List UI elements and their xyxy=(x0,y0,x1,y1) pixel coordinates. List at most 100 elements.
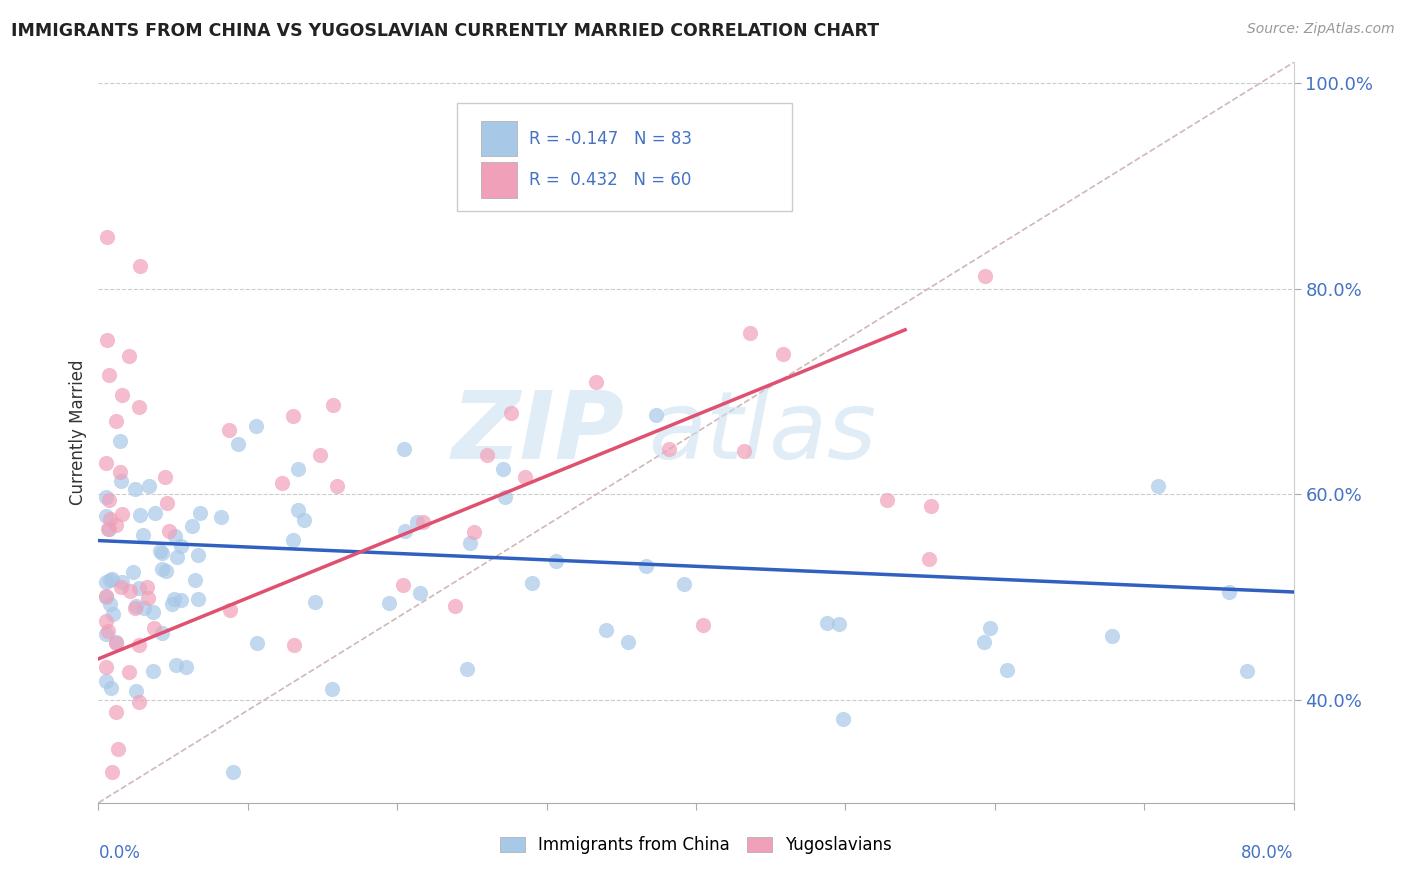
Point xyxy=(183,573,205,587)
Point xyxy=(918,551,941,566)
Point xyxy=(832,712,855,726)
Point xyxy=(94,457,117,471)
Point xyxy=(657,442,679,456)
Text: R =  0.432   N = 60: R = 0.432 N = 60 xyxy=(529,171,690,189)
Point xyxy=(98,522,121,536)
Point xyxy=(105,635,128,649)
Point xyxy=(394,524,416,538)
Point xyxy=(94,673,117,688)
Point xyxy=(170,592,193,607)
Point xyxy=(101,573,124,587)
FancyBboxPatch shape xyxy=(481,121,517,156)
Point xyxy=(132,528,155,542)
Point xyxy=(501,406,523,420)
Point xyxy=(94,574,117,589)
Point xyxy=(150,545,173,559)
Point xyxy=(143,506,166,520)
Point xyxy=(150,562,173,576)
Point xyxy=(634,559,657,574)
Point xyxy=(155,564,177,578)
Point xyxy=(118,583,141,598)
Point xyxy=(271,476,294,491)
Point xyxy=(128,638,150,652)
Point xyxy=(142,621,165,635)
Text: 0.0%: 0.0% xyxy=(98,844,141,862)
Point xyxy=(117,349,139,363)
Point xyxy=(105,635,128,649)
Point xyxy=(733,444,755,458)
Point xyxy=(309,448,332,462)
Point xyxy=(98,573,121,587)
Point xyxy=(157,524,180,538)
Point xyxy=(105,706,128,720)
Point xyxy=(245,418,267,433)
Point xyxy=(94,614,117,628)
Text: ZIP: ZIP xyxy=(451,386,624,479)
Y-axis label: Currently Married: Currently Married xyxy=(69,359,87,506)
Point xyxy=(979,621,1001,635)
Point xyxy=(292,513,315,527)
Point xyxy=(304,595,326,609)
Point xyxy=(136,591,159,605)
Point xyxy=(595,624,617,638)
Point xyxy=(283,638,305,652)
Point xyxy=(458,536,481,550)
Point xyxy=(544,554,567,568)
Point xyxy=(321,682,343,697)
Point xyxy=(409,586,432,600)
Point xyxy=(1218,584,1240,599)
Point xyxy=(108,466,131,480)
Point xyxy=(219,602,242,616)
Point xyxy=(94,627,117,641)
Point xyxy=(494,490,516,504)
Point xyxy=(153,470,176,484)
Point xyxy=(141,665,163,679)
Point xyxy=(672,577,695,591)
Point xyxy=(475,449,498,463)
Point xyxy=(138,479,160,493)
Point xyxy=(135,580,157,594)
Point xyxy=(156,496,179,510)
Point xyxy=(406,515,429,529)
Legend: Immigrants from China, Yugoslavians: Immigrants from China, Yugoslavians xyxy=(494,830,898,861)
Point xyxy=(520,575,543,590)
Point xyxy=(491,462,513,476)
Point xyxy=(995,664,1018,678)
Point xyxy=(122,565,145,579)
Point xyxy=(815,615,838,630)
Point xyxy=(94,591,117,605)
Point xyxy=(124,482,146,496)
Point xyxy=(97,624,120,638)
Point xyxy=(110,580,132,594)
Point xyxy=(828,617,851,632)
FancyBboxPatch shape xyxy=(481,162,517,198)
Point xyxy=(326,479,349,493)
Point xyxy=(98,368,121,382)
Point xyxy=(226,437,249,451)
Point xyxy=(165,658,187,673)
Point xyxy=(391,578,413,592)
Point xyxy=(322,398,344,412)
Point xyxy=(118,665,141,679)
Point xyxy=(162,597,184,611)
Point xyxy=(1147,479,1170,493)
Point xyxy=(973,635,995,649)
Point xyxy=(187,548,209,562)
Point xyxy=(110,474,132,488)
Text: atlas: atlas xyxy=(648,387,876,478)
Point xyxy=(132,601,155,615)
Point xyxy=(107,742,129,756)
Point xyxy=(103,607,125,622)
Point xyxy=(108,434,131,449)
Point xyxy=(128,582,150,596)
Point xyxy=(128,508,150,522)
Point xyxy=(128,260,150,274)
Point xyxy=(166,550,188,565)
Point xyxy=(463,525,485,540)
Point xyxy=(128,695,150,709)
Point xyxy=(142,605,165,619)
Point xyxy=(111,575,134,590)
Text: R = -0.147   N = 83: R = -0.147 N = 83 xyxy=(529,129,692,148)
Point xyxy=(170,539,193,553)
Point xyxy=(585,375,607,389)
